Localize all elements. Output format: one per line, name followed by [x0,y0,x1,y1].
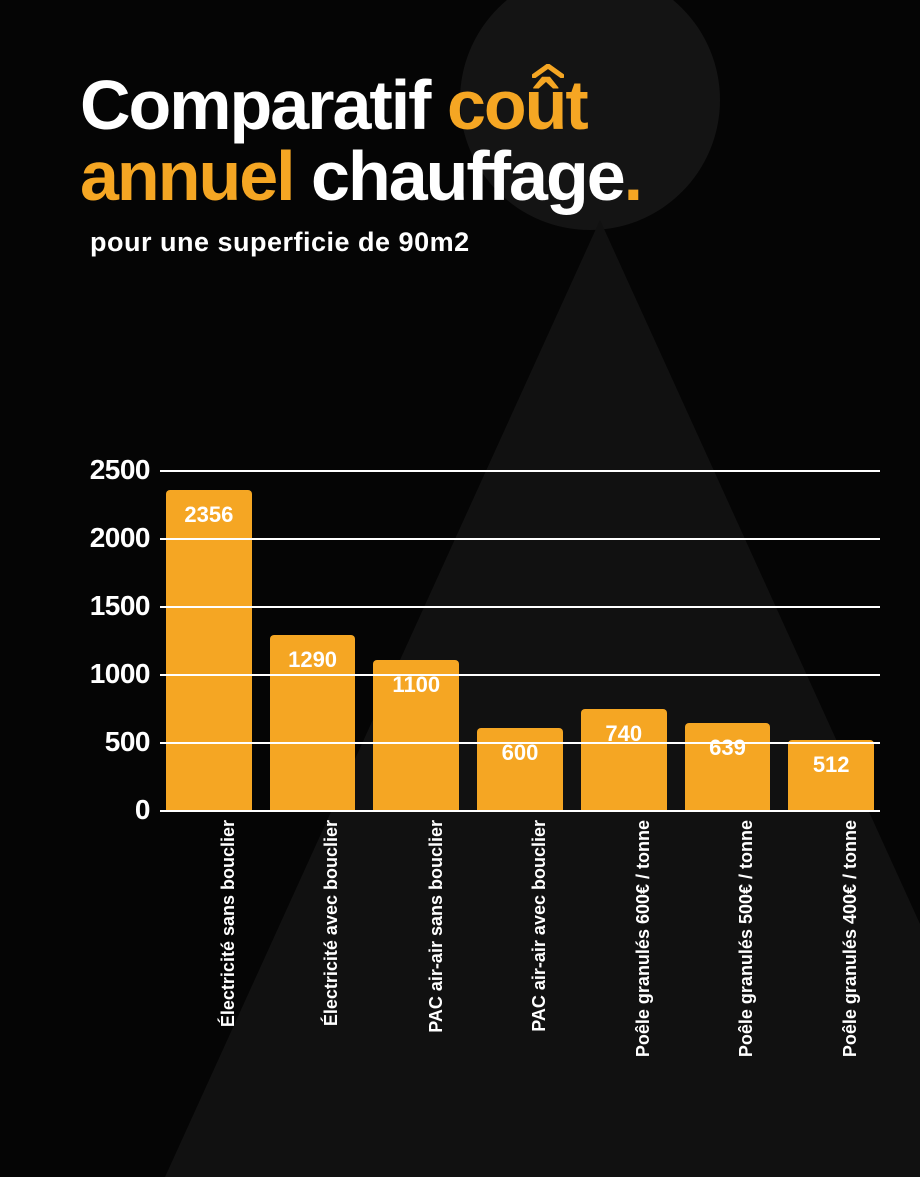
bar: 740 [581,709,667,810]
bar-value-label: 1290 [288,647,337,673]
header: Comparatif coût annuel chauffage. pour u… [0,0,920,258]
gridline [160,470,880,472]
x-tick-label: Électricité avec bouclier [322,820,343,1026]
title-part1: Comparatif [80,66,447,144]
x-tick-label: Électricité sans bouclier [218,820,239,1027]
gridline [160,674,880,676]
x-tick-label: PAC air-air avec bouclier [529,820,550,1032]
title-part2: chauffage [294,137,624,215]
bar: 600 [477,728,563,810]
y-tick-label: 0 [60,794,150,826]
bars-container: 2356 1290 1100 600 740 639 512 [160,470,880,810]
y-tick-label: 500 [60,726,150,758]
bar-value-label: 2356 [184,502,233,528]
bar-value-label: 1100 [392,672,440,698]
title-accent-2: annuel [80,141,294,212]
x-tick-label: Poêle granulés 400€ / tonne [840,820,861,1057]
y-axis: 05001000150020002500 [60,470,150,810]
plot-area: 2356 1290 1100 600 740 639 512 [160,470,880,810]
gridline [160,538,880,540]
bar-slot: 1100 [373,660,459,810]
subtitle: pour une superficie de 90m2 [90,227,840,258]
bar: 639 [685,723,771,810]
bar-slot: 1290 [270,635,356,810]
x-tick-label: PAC air-air sans bouclier [425,820,446,1033]
x-tick-label: Poêle granulés 600€ / tonne [633,820,654,1057]
bar: 512 [788,740,874,810]
y-tick-label: 1000 [60,658,150,690]
title-accent-1: coût [447,70,587,141]
bar-slot: 600 [477,728,563,810]
y-tick-label: 2000 [60,522,150,554]
y-tick-label: 1500 [60,590,150,622]
bar-value-label: 600 [502,740,539,766]
bar-value-label: 512 [813,752,850,778]
gridline [160,606,880,608]
bar-slot: 639 [685,723,771,810]
x-tick-label: Poêle granulés 500€ / tonne [736,820,757,1057]
bar: 1100 [373,660,459,810]
title-period: . [624,137,641,215]
gridline [160,742,880,744]
bar: 1290 [270,635,356,810]
bar-value-label: 639 [709,735,746,761]
bar-slot: 512 [788,740,874,810]
gridline [160,810,880,812]
title: Comparatif coût annuel chauffage. [80,70,840,213]
y-tick-label: 2500 [60,454,150,486]
bar-slot: 740 [581,709,667,810]
circumflex-icon [532,64,564,78]
